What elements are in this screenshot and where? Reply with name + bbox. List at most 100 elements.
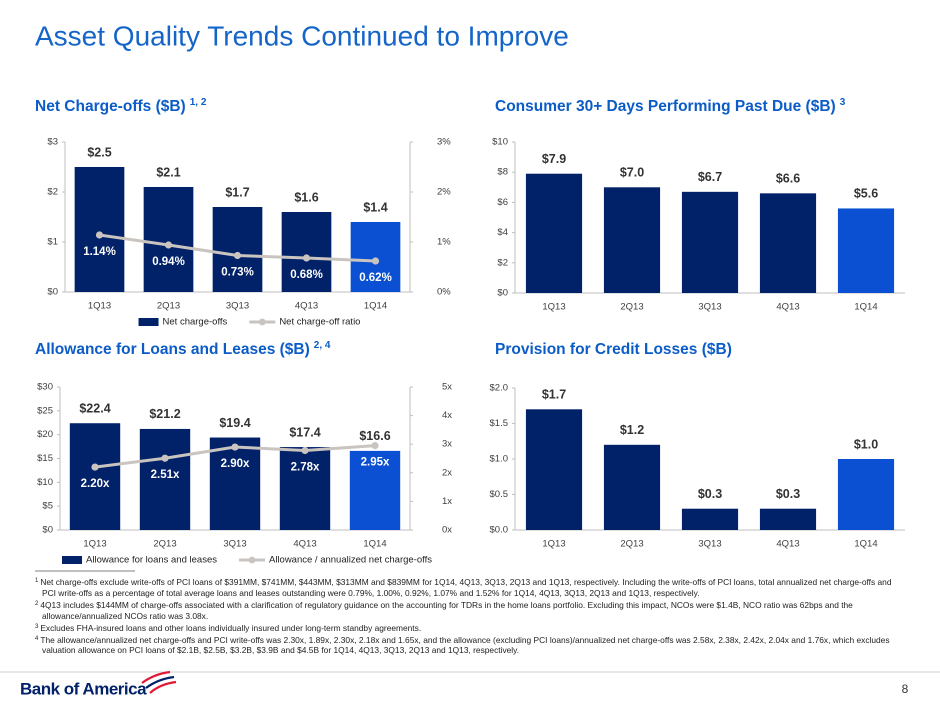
ratio-label: 2.78x xyxy=(291,462,320,474)
ratio-point xyxy=(371,442,379,450)
bar-value-label: $19.4 xyxy=(219,416,250,430)
footnote: 2 4Q13 includes $144MM of charge-offs ass… xyxy=(35,599,907,622)
bar-value-label: $22.4 xyxy=(79,402,110,416)
bar xyxy=(139,428,191,530)
x-tick-label: 3Q13 xyxy=(698,539,721,550)
ratio-label: 0.73% xyxy=(221,267,254,279)
chart-title: Allowance for Loans and Leases ($B) 2, 4 xyxy=(35,340,331,358)
footnote-text: Net charge-offs exclude write-offs of PC… xyxy=(40,577,892,598)
bar-value-label: $5.6 xyxy=(854,187,878,201)
bar-value-label: $6.6 xyxy=(776,172,800,186)
footnote-text: Excludes FHA-insured loans and other loa… xyxy=(40,622,422,633)
ratio-label: 2.90x xyxy=(221,458,250,470)
y-tick-label: $10 xyxy=(492,137,508,148)
y-tick-label: $2 xyxy=(497,257,508,268)
bar-value-label: $1.4 xyxy=(363,200,387,214)
y-tick-label: $0.0 xyxy=(490,525,509,536)
ratio-point xyxy=(302,254,311,262)
ratio-point xyxy=(91,463,99,471)
y-tick-label: $2.0 xyxy=(490,383,509,394)
y2-tick-label: 3x xyxy=(442,439,452,450)
bar xyxy=(759,193,817,293)
x-tick-label: 4Q13 xyxy=(776,539,799,550)
x-tick-label: 3Q13 xyxy=(226,301,249,312)
bar-value-label: $1.7 xyxy=(542,388,566,402)
ratio-point xyxy=(231,443,239,451)
y2-tick-label: 3% xyxy=(437,137,451,148)
chart-title-note: 3 xyxy=(840,97,846,108)
chart-title-text: Allowance for Loans and Leases ($B) xyxy=(35,341,310,358)
y-tick-label: $0 xyxy=(497,288,508,299)
bar-value-label: $7.0 xyxy=(620,166,644,180)
chart-title-text: Consumer 30+ Days Performing Past Due ($… xyxy=(495,98,836,115)
y-tick-label: $1 xyxy=(47,237,58,248)
x-tick-label: 2Q13 xyxy=(620,539,643,550)
ratio-point xyxy=(233,251,242,260)
y2-tick-label: 5x xyxy=(442,382,452,393)
footnote-text: The allowance/annualized net charge-offs… xyxy=(40,634,890,656)
slide-title: Asset Quality Trends Continued to Improv… xyxy=(35,20,569,51)
bar xyxy=(681,191,739,293)
bar xyxy=(69,423,121,530)
footnotes: 1 Net charge-offs exclude write-offs of P… xyxy=(35,576,907,656)
ratio-point xyxy=(95,231,104,239)
y2-tick-label: 2% xyxy=(437,187,451,198)
y-tick-label: $0 xyxy=(47,287,58,298)
footnote: 3 Excludes FHA-insured loans and other lo… xyxy=(35,622,907,634)
x-tick-label: 1Q14 xyxy=(363,539,386,550)
y2-tick-label: 1% xyxy=(437,237,451,248)
ratio-label: 2.20x xyxy=(81,478,110,490)
bar xyxy=(759,508,817,530)
y-tick-label: $4 xyxy=(497,227,508,238)
x-tick-label: 1Q14 xyxy=(854,302,877,313)
x-tick-label: 3Q13 xyxy=(698,302,721,313)
legend-label: Allowance for loans and leases xyxy=(86,555,217,566)
x-tick-label: 1Q14 xyxy=(854,539,877,550)
bar-value-label: $1.6 xyxy=(294,190,318,204)
bar xyxy=(603,444,661,530)
ratio-label: 2.95x xyxy=(361,457,390,469)
y-tick-label: $5 xyxy=(42,501,53,512)
footnote-marker: 3 xyxy=(35,623,39,630)
bar-value-label: $7.9 xyxy=(542,152,566,166)
x-tick-label: 3Q13 xyxy=(223,539,246,550)
bar-value-label: $0.3 xyxy=(776,487,800,501)
y-tick-label: $30 xyxy=(37,382,53,393)
ratio-label: 1.14% xyxy=(83,246,116,258)
legend-label: Allowance / annualized net charge-offs xyxy=(269,555,432,566)
logo-text: Bank of America xyxy=(20,679,147,698)
footnote-marker: 1 xyxy=(35,578,39,584)
y-tick-label: $2 xyxy=(47,187,58,198)
bar xyxy=(837,208,895,293)
y-tick-label: $25 xyxy=(37,405,53,416)
legend-swatch-dot xyxy=(258,318,266,326)
bar xyxy=(349,450,401,530)
chart-title: Net Charge-offs ($B) 1, 2 xyxy=(35,97,207,115)
bar-value-label: $0.3 xyxy=(698,487,722,501)
legend-swatch-dot xyxy=(248,556,256,564)
footnote-text: 4Q13 includes $144MM of charge-offs asso… xyxy=(40,599,853,621)
y-tick-label: $3 xyxy=(47,137,58,148)
page-number: 8 xyxy=(902,682,909,696)
x-tick-label: 1Q13 xyxy=(542,539,565,550)
y-tick-label: $10 xyxy=(37,477,53,488)
logo-flag xyxy=(141,670,177,694)
bar-value-label: $1.2 xyxy=(620,423,644,437)
bar xyxy=(350,222,401,292)
legend-label: Net charge-off ratio xyxy=(279,317,360,328)
ratio-point xyxy=(161,454,169,462)
bar xyxy=(603,187,661,293)
ratio-point xyxy=(371,257,380,265)
y-tick-label: $1.5 xyxy=(490,418,509,429)
legend-swatch xyxy=(138,318,159,326)
legend: Allowance for loans and leases Allowance … xyxy=(62,555,432,566)
bar xyxy=(837,459,895,530)
x-tick-label: 1Q13 xyxy=(542,302,565,313)
ratio-label: 2.51x xyxy=(151,469,180,481)
bar xyxy=(279,447,331,530)
chart-title: Consumer 30+ Days Performing Past Due ($… xyxy=(495,97,846,115)
y2-tick-label: 4x xyxy=(442,410,452,421)
chart-title-text: Net Charge-offs ($B) xyxy=(35,98,186,115)
